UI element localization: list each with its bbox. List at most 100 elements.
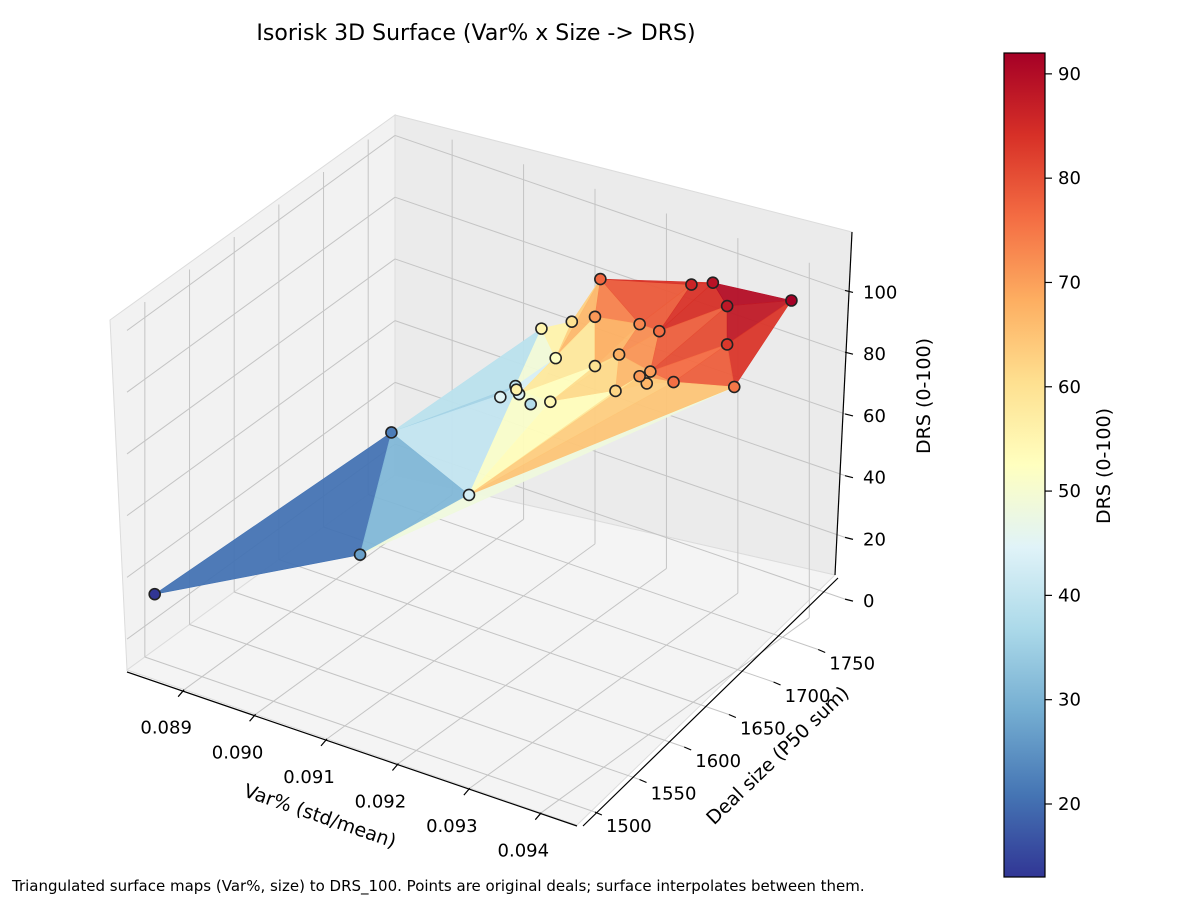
deal-point [462, 488, 476, 502]
colorbar-tick-label: 40 [1058, 585, 1081, 606]
x-tick-label: 0.093 [426, 816, 478, 837]
deal-point [720, 299, 734, 313]
footer-note: Triangulated surface maps (Var%, size) t… [11, 877, 865, 896]
y-tick [817, 648, 826, 654]
grid-line-y [323, 526, 774, 683]
chart-title: Isorisk 3D Surface (Var% x Size -> DRS) [256, 21, 695, 46]
grid-line-z [394, 134, 846, 291]
deal-point [685, 278, 698, 291]
grid-line-y [144, 656, 596, 813]
x-tick [177, 689, 185, 698]
deal-point [727, 380, 741, 394]
deal-point [612, 348, 626, 361]
colorbar-tick-label: 30 [1058, 690, 1081, 711]
colorbar-tick-label: 70 [1058, 272, 1081, 293]
deal-point [633, 369, 646, 383]
colorbar-tick-label: 20 [1058, 794, 1081, 815]
z-tick [844, 351, 854, 355]
z-axis-line [834, 231, 853, 576]
grid-line-z [126, 381, 396, 578]
deal-point [667, 375, 680, 389]
z-tick-label: 0 [863, 591, 874, 612]
deal-point [785, 294, 798, 307]
grid-line-y [189, 624, 640, 780]
colorbar-ticks: 20 30 40 50 60 70 80 90 [1045, 64, 1081, 815]
y-tick-label: 1700 [785, 686, 831, 707]
deal-point [549, 351, 563, 365]
z-tick [844, 413, 854, 417]
colorbar [1003, 52, 1046, 878]
deal-point [524, 397, 537, 411]
z-tick [844, 475, 854, 479]
y-tick [773, 681, 781, 686]
deal-point [644, 365, 657, 378]
x-tick-label: 0.091 [283, 767, 335, 788]
x-tick-label: 0.090 [212, 742, 264, 763]
grid-line-x [326, 543, 596, 740]
y-tick-label: 1550 [651, 784, 697, 805]
grid-line-z [126, 196, 396, 393]
colorbar-tick-label: 90 [1058, 64, 1081, 85]
surface-triangle [468, 381, 735, 496]
deal-point [565, 315, 579, 329]
deal-point [494, 390, 507, 404]
z-tick-label: 20 [863, 529, 886, 550]
deal-point [385, 426, 398, 439]
grid-line-x [255, 518, 524, 715]
x-tick-label: 0.092 [355, 791, 407, 812]
y-tick-label: 1650 [740, 719, 786, 740]
x-tick-label: 0.089 [140, 718, 192, 739]
y-tick-label: 1750 [829, 654, 875, 675]
colorbar-label: DRS (0-100) [1093, 408, 1115, 524]
z-axis-label: DRS (0-100) [913, 338, 935, 454]
grid-line-y [368, 494, 819, 650]
deal-point [353, 548, 367, 561]
deal-point [148, 587, 161, 601]
deal-point [609, 384, 622, 398]
grid-line-y [278, 559, 730, 715]
colorbar-tick-label: 50 [1058, 481, 1081, 502]
deal-point [706, 276, 720, 290]
z-tick-label: 80 [863, 344, 886, 365]
z-tick [844, 598, 854, 602]
deal-point [588, 310, 602, 324]
colorbar-tick-label: 60 [1058, 377, 1081, 398]
x-tick [320, 738, 328, 747]
x-tick [249, 713, 257, 722]
z-tick-label: 100 [863, 282, 897, 303]
y-tick [639, 778, 647, 784]
y-axis-line [582, 577, 839, 827]
y-tick [594, 811, 603, 816]
y-tick [728, 713, 737, 719]
deal-point [633, 317, 646, 331]
deal-point [720, 338, 734, 351]
z-tick-label: 40 [863, 468, 886, 489]
grid-line-z [126, 135, 396, 331]
x-tick [391, 763, 399, 771]
y-tick-label: 1600 [695, 751, 741, 772]
axis-ticks: 0.089 0.090 0.091 0.092 0.093 0.094 1500 1550 16… [140, 282, 897, 861]
x-tick [463, 787, 471, 796]
z-tick [844, 289, 854, 294]
z-tick-label: 60 [863, 406, 886, 427]
grid-line-y [234, 591, 685, 748]
deal-points [148, 272, 798, 601]
deal-point [594, 272, 607, 286]
deal-point [535, 322, 548, 335]
grid-line-z [126, 258, 396, 455]
colorbar-tick-label: 80 [1058, 168, 1081, 189]
grid-line-z [126, 320, 396, 517]
x-axis-line [126, 671, 578, 827]
deal-point [544, 395, 557, 409]
x-tick-label: 0.094 [498, 841, 550, 862]
grid-line-x [469, 592, 739, 789]
deal-point [588, 359, 602, 373]
deal-point [510, 383, 523, 396]
deal-point [652, 324, 666, 338]
x-tick [534, 812, 542, 821]
y-tick-label: 1500 [606, 816, 652, 837]
grid-line-x [398, 568, 667, 764]
z-tick [844, 536, 854, 540]
y-tick [683, 746, 692, 751]
